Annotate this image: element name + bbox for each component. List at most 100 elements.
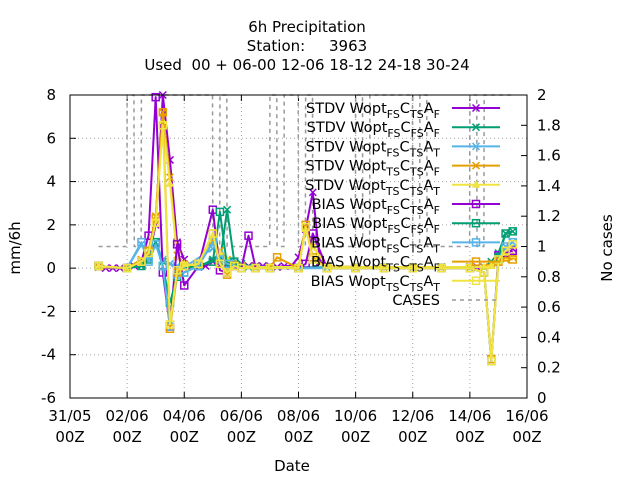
data-point (165, 179, 175, 187)
legend-label-sub: TS (409, 166, 424, 179)
marker-shape (322, 263, 332, 273)
marker-shape (151, 240, 160, 249)
legend-label-sub: TS (385, 281, 400, 294)
data-point (94, 261, 103, 271)
legend-label-main: A (423, 274, 433, 290)
series-line-cases (98, 94, 513, 248)
y2-tick-label: 0.4 (537, 328, 561, 346)
data-point (322, 263, 332, 273)
data-point (308, 188, 317, 197)
legend-label-sub: F (434, 262, 440, 275)
legend-label-main: C (400, 139, 410, 155)
x-tick-label-date: 12/06 (391, 407, 434, 425)
legend-entry-7: BIAS WoptFSCTSAT (311, 235, 500, 255)
legend-label-main: A (424, 120, 434, 136)
data-point (308, 229, 318, 238)
legend-label: BIAS WoptTSCTSAF (311, 255, 440, 275)
y2-tick-label: 1.8 (537, 116, 561, 134)
y2-tick-label: 0 (537, 389, 547, 407)
legend-label-sub: FS (387, 127, 400, 140)
y-tick-label: -4 (41, 346, 56, 364)
data-point (501, 246, 510, 256)
legend-entry-5: BIAS WoptFSCTSAF (312, 197, 500, 217)
data-point (144, 248, 153, 258)
legend-swatch-marker (471, 123, 481, 132)
marker-shape (144, 248, 153, 258)
marker-shape (508, 240, 517, 249)
marker-shape (479, 262, 489, 271)
marker-stroke (173, 238, 182, 247)
x-tick-label-hour: 00Z (341, 428, 370, 446)
marker-shape (471, 257, 481, 266)
marker-shape (172, 240, 182, 249)
legend-swatch-marker (471, 276, 481, 286)
marker-shape (487, 261, 496, 269)
marker-shape (122, 263, 132, 273)
plot-frame (69, 94, 528, 399)
data-point (251, 263, 260, 273)
legend-label-sub: F (434, 166, 440, 179)
legend-label-main: BIAS Wopt (311, 255, 387, 271)
marker-shape (471, 180, 481, 188)
marker-shape (158, 121, 168, 130)
y2-tick-label: 1.6 (537, 147, 561, 165)
legend-entry-9: BIAS WoptTSCTSAT (311, 274, 500, 294)
chart-title-line3: Used 00 + 06-00 12-06 18-12 24-18 30-24 (144, 56, 469, 74)
data-point (137, 257, 146, 266)
legend-label-sub: T (432, 281, 440, 294)
marker-shape (215, 207, 225, 217)
data-point (408, 263, 417, 273)
data-point (437, 263, 446, 273)
y-tick-label: -6 (41, 389, 56, 407)
x-tick-label-hour: 00Z (455, 428, 484, 446)
legend-swatch-marker (471, 161, 481, 170)
marker-shape (479, 268, 489, 277)
x-tick-label-hour: 00Z (170, 428, 199, 446)
marker-shape (379, 263, 389, 273)
axis-ticks: 31/05 00Z 02/06 00Z 04/06 00Z 06/06 00Z 08/06 00Z… (41, 86, 561, 446)
legend-label-sub: T (432, 242, 440, 255)
legend-label-main: STDV Wopt (306, 101, 387, 117)
marker-shape (151, 92, 160, 102)
data-point (180, 281, 189, 290)
legend-entry-1: STDV WoptFSCFSAF (307, 120, 500, 140)
legend-entry-3: STDV WoptTSCTSAF (305, 159, 500, 179)
legend-label-sub: T (432, 185, 440, 198)
x-tick-label-date: 06/06 (220, 407, 263, 425)
data-point (172, 266, 182, 275)
marker-shape (494, 255, 503, 264)
legend-swatch-marker (471, 218, 481, 228)
marker-shape (165, 320, 175, 329)
legend-label-main: C (400, 235, 410, 251)
legend-entry-6: BIAS WoptFSCFSAF (312, 216, 500, 236)
data-point (479, 262, 489, 271)
legend-label-main: A (423, 139, 433, 155)
marker-shape (508, 227, 517, 236)
legend-label: BIAS WoptFSCTSAF (312, 197, 440, 217)
legend-label-main: BIAS Wopt (311, 274, 387, 290)
marker-shape (301, 222, 310, 232)
x-tick-label-date: 31/05 (48, 407, 91, 425)
x-tick-label-date: 04/06 (163, 407, 206, 425)
marker-stroke (308, 188, 317, 197)
data-point (487, 261, 496, 269)
y-tick-label: -2 (41, 302, 56, 320)
series-7 (94, 237, 517, 366)
legend-label-main: C (401, 120, 411, 136)
data-point (194, 259, 203, 269)
legend-swatch-marker (471, 180, 481, 188)
marker-shape (272, 253, 282, 262)
y-axis-label: mm/6h (6, 221, 24, 274)
legend-label-main: BIAS Wopt (311, 235, 387, 251)
marker-shape (222, 268, 232, 277)
x-tick-label-hour: 00Z (227, 428, 256, 446)
marker-shape (471, 276, 481, 286)
legend-label-sub: TS (385, 185, 400, 198)
data-point (351, 263, 360, 273)
data-point (308, 255, 318, 264)
marker-shape (172, 266, 182, 275)
marker-shape (294, 263, 303, 273)
x-tick-label-hour: 00Z (398, 428, 427, 446)
marker-shape (94, 261, 103, 271)
legend-swatch-marker (471, 103, 481, 113)
